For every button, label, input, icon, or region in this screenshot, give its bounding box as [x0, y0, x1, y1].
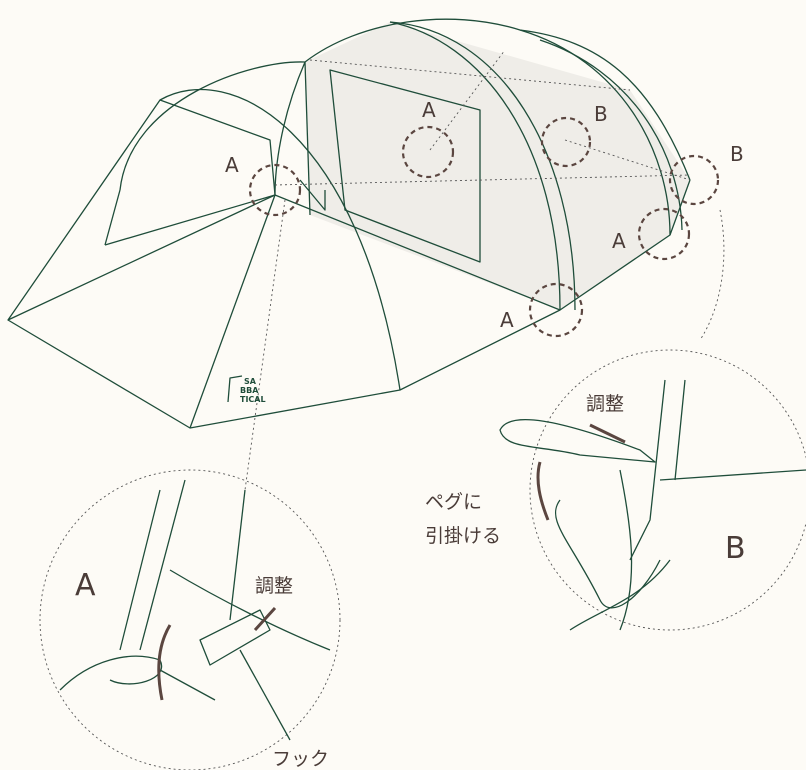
- hook-label: フック: [272, 748, 329, 770]
- arrow: [536, 461, 550, 521]
- callout-label: B: [730, 142, 744, 166]
- callout-circles: [248, 116, 720, 338]
- logo-text: TICAL: [240, 395, 266, 404]
- callout-label: A: [500, 308, 514, 332]
- logo-text: BBA: [240, 386, 259, 395]
- adjust-label: 調整: [255, 575, 293, 597]
- detail-label: A: [75, 568, 96, 603]
- detail-a-drawing: [59, 479, 331, 741]
- guide-lines: [244, 49, 725, 491]
- arrow: [157, 624, 172, 701]
- callout-label: A: [422, 98, 436, 122]
- detail-b-drawing: [499, 379, 806, 631]
- adjust-label: 調整: [586, 393, 624, 415]
- logo-mark: [227, 375, 243, 403]
- arrow: [253, 606, 277, 632]
- callout-label: A: [612, 229, 626, 253]
- logo-text: SA: [244, 377, 257, 386]
- detail-a-circle: [39, 469, 341, 770]
- detail-label: B: [725, 531, 746, 566]
- peg-label: ペグに: [425, 491, 482, 513]
- arrow: [589, 423, 626, 444]
- callout-label: A: [225, 153, 239, 177]
- peg-label: 引掛ける: [425, 525, 501, 547]
- tent-outline: [7, 18, 691, 429]
- inner-fill: [305, 22, 690, 310]
- callout-label: B: [594, 102, 608, 126]
